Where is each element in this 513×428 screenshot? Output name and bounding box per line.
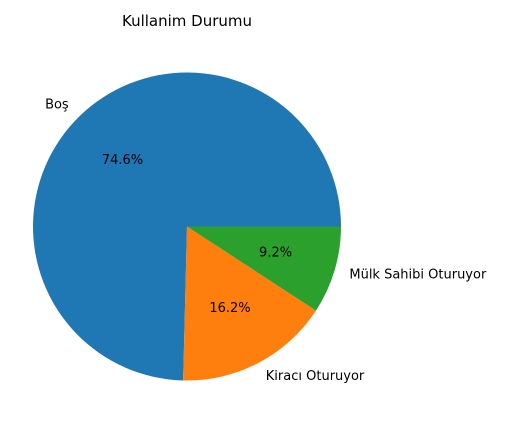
pie-labels: Boş 74.6% Kiracı Oturuyor 16.2% Mülk Sahibi …	[45, 98, 487, 384]
pie-slice-mulk-sahibi-oturuyor	[187, 226, 341, 311]
pie-slice-kiraci-oturuyor	[183, 226, 316, 381]
slice-label-mulk-sahibi-oturuyor: Mülk Sahibi Oturuyor	[349, 267, 487, 282]
slice-label-bos: Boş	[45, 98, 69, 113]
slice-percent-bos: 74.6%	[102, 153, 143, 168]
pie-slices	[32, 72, 341, 381]
pie-slice-bos	[32, 72, 341, 381]
chart-title: Kullanim Durumu	[122, 12, 252, 30]
slice-percent-mulk-sahibi-oturuyor: 9.2%	[259, 245, 292, 260]
slice-label-kiraci-oturuyor: Kiracı Oturuyor	[266, 369, 365, 384]
slice-percent-kiraci-oturuyor: 16.2%	[209, 301, 250, 316]
